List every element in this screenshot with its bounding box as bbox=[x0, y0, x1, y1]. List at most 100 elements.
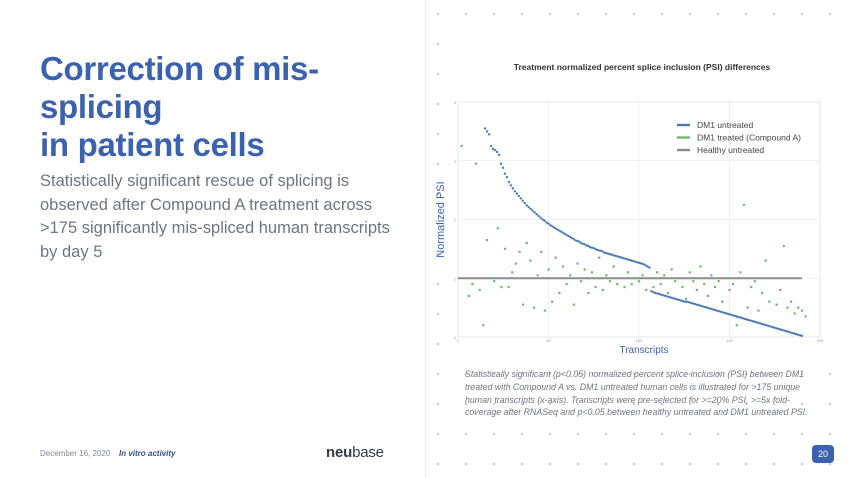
grid-dot bbox=[549, 13, 551, 15]
grid-dot bbox=[829, 463, 831, 465]
grid-dot bbox=[521, 13, 523, 15]
panel-divider bbox=[425, 0, 426, 478]
grid-dot bbox=[549, 373, 551, 375]
grid-dot bbox=[549, 463, 551, 465]
grid-dot bbox=[633, 433, 635, 435]
slide-title-line: splicing bbox=[40, 88, 163, 125]
grid-dot bbox=[437, 283, 439, 285]
grid-dot bbox=[521, 373, 523, 375]
grid-dot bbox=[605, 463, 607, 465]
grid-dot bbox=[773, 373, 775, 375]
grid-dot bbox=[717, 13, 719, 15]
grid-dot bbox=[493, 433, 495, 435]
grid-dot bbox=[493, 463, 495, 465]
grid-dot bbox=[437, 43, 439, 45]
page-number-badge: 20 bbox=[812, 445, 834, 463]
grid-dot bbox=[577, 403, 579, 405]
grid-dot bbox=[465, 433, 467, 435]
grid-dot bbox=[493, 373, 495, 375]
grid-dot bbox=[577, 433, 579, 435]
slide-subtitle: Statistically significant rescue of spli… bbox=[40, 172, 390, 261]
grid-dot bbox=[605, 373, 607, 375]
logo-bold-part: neu bbox=[326, 444, 353, 461]
grid-dot bbox=[465, 403, 467, 405]
grid-dot bbox=[661, 373, 663, 375]
footer-section: In vitro activity bbox=[119, 449, 176, 458]
grid-dot bbox=[801, 403, 803, 405]
grid-dot bbox=[661, 463, 663, 465]
grid-dot bbox=[465, 13, 467, 15]
grid-dot bbox=[717, 403, 719, 405]
grid-dot bbox=[521, 433, 523, 435]
grid-dot bbox=[689, 433, 691, 435]
grid-dot bbox=[521, 403, 523, 405]
grid-dot bbox=[633, 13, 635, 15]
grid-dot bbox=[437, 103, 439, 105]
grid-dot bbox=[773, 13, 775, 15]
grid-dot bbox=[493, 403, 495, 405]
grid-dot bbox=[465, 373, 467, 375]
grid-dot bbox=[437, 463, 439, 465]
grid-dot bbox=[773, 433, 775, 435]
grid-dot bbox=[689, 373, 691, 375]
grid-dot bbox=[773, 403, 775, 405]
grid-dot bbox=[745, 13, 747, 15]
grid-dot bbox=[493, 13, 495, 15]
grid-dot bbox=[437, 433, 439, 435]
slide-title: Correction of mis- splicing in patient c… bbox=[40, 50, 410, 164]
grid-dot bbox=[745, 463, 747, 465]
grid-dot bbox=[661, 433, 663, 435]
grid-dot bbox=[437, 253, 439, 255]
slide-title-line: in patient cells bbox=[40, 126, 265, 163]
grid-dot bbox=[829, 13, 831, 15]
grid-dot bbox=[577, 13, 579, 15]
grid-dot bbox=[745, 403, 747, 405]
grid-dot bbox=[605, 433, 607, 435]
grid-dot bbox=[437, 373, 439, 375]
grid-dot bbox=[745, 373, 747, 375]
grid-dot bbox=[689, 13, 691, 15]
grid-dot bbox=[437, 343, 439, 345]
slide-title-line: Correction of mis- bbox=[40, 50, 319, 87]
grid-dot bbox=[577, 463, 579, 465]
grid-dot bbox=[661, 13, 663, 15]
grid-dot bbox=[437, 403, 439, 405]
grid-dot bbox=[605, 13, 607, 15]
grid-dot bbox=[801, 13, 803, 15]
slide-left-panel: Correction of mis- splicing in patient c… bbox=[40, 50, 410, 461]
grid-dot bbox=[689, 403, 691, 405]
grid-dot bbox=[633, 403, 635, 405]
grid-dot bbox=[437, 73, 439, 75]
grid-dot bbox=[437, 133, 439, 135]
grid-dot bbox=[661, 403, 663, 405]
grid-dot bbox=[717, 463, 719, 465]
chart-title: Treatment normalized percent splice incl… bbox=[513, 62, 771, 72]
grid-dot bbox=[437, 313, 439, 315]
logo-rest-part: base bbox=[352, 444, 384, 461]
grid-dot bbox=[717, 433, 719, 435]
grid-dot bbox=[801, 433, 803, 435]
grid-dot bbox=[745, 433, 747, 435]
grid-dot bbox=[577, 373, 579, 375]
grid-dot bbox=[801, 373, 803, 375]
grid-dot bbox=[829, 373, 831, 375]
grid-dot bbox=[465, 463, 467, 465]
grid-dot bbox=[773, 463, 775, 465]
grid-dot bbox=[689, 463, 691, 465]
grid-dot bbox=[549, 433, 551, 435]
grid-dot bbox=[605, 403, 607, 405]
grid-dot bbox=[437, 13, 439, 15]
grid-dot bbox=[437, 193, 439, 195]
grid-dot bbox=[549, 403, 551, 405]
footer-date: December 16, 2020 bbox=[40, 449, 111, 458]
grid-dot bbox=[717, 373, 719, 375]
grid-dot bbox=[633, 463, 635, 465]
grid-dot bbox=[801, 463, 803, 465]
chart-caption: Statistically significant (p<0.05) norma… bbox=[465, 369, 808, 418]
grid-dot bbox=[633, 373, 635, 375]
grid-dot bbox=[829, 433, 831, 435]
company-logo: neubase bbox=[326, 444, 384, 461]
grid-dot bbox=[437, 223, 439, 225]
chart-card bbox=[452, 37, 832, 355]
grid-dot bbox=[521, 463, 523, 465]
